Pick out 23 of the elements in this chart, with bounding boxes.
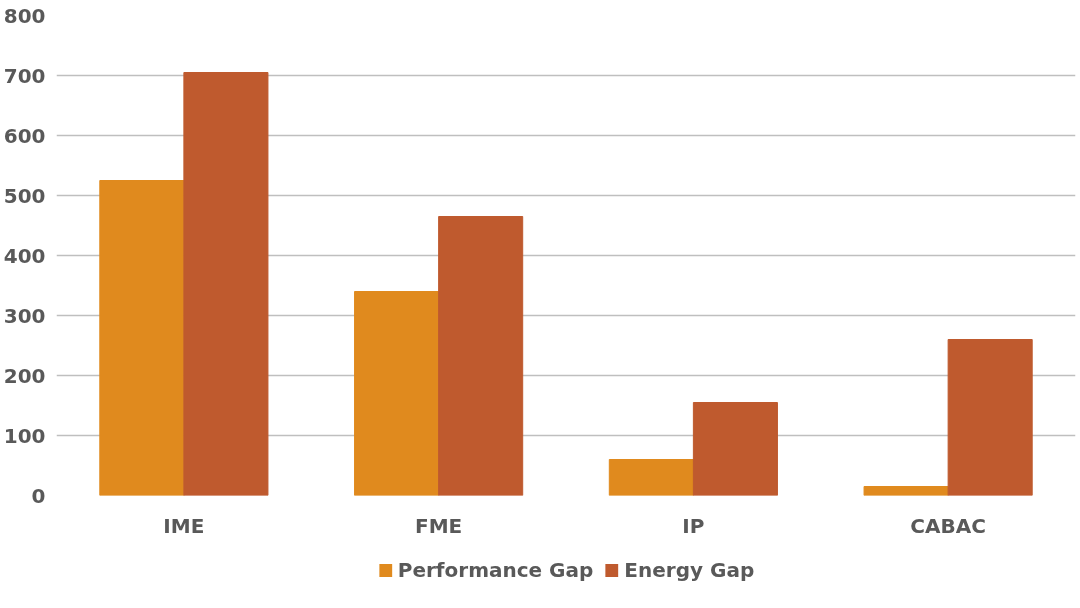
x-tick-label: IME	[163, 513, 205, 538]
y-tick-label: 500	[3, 183, 46, 208]
y-tick-label: 600	[3, 123, 46, 148]
bar	[947, 339, 1033, 496]
y-tick-label: 0	[31, 483, 46, 508]
bar	[354, 291, 440, 496]
bar	[99, 180, 185, 496]
bar	[608, 459, 694, 496]
bar	[438, 216, 524, 496]
bar	[863, 486, 949, 496]
y-tick-label: 700	[3, 63, 46, 88]
y-tick-label: 100	[3, 423, 46, 448]
x-tick-label: CABAC	[910, 513, 986, 538]
legend-label: Energy Gap	[624, 558, 755, 582]
bar	[183, 72, 269, 496]
x-tick-label: FME	[415, 513, 463, 538]
x-tick-label: IP	[682, 513, 705, 538]
legend-label: Performance Gap	[397, 558, 594, 582]
y-tick-label: 400	[3, 243, 46, 268]
y-tick-label: 300	[3, 303, 46, 328]
y-tick-label: 200	[3, 363, 46, 388]
y-tick-label: 800	[3, 3, 46, 28]
bar	[692, 402, 778, 496]
